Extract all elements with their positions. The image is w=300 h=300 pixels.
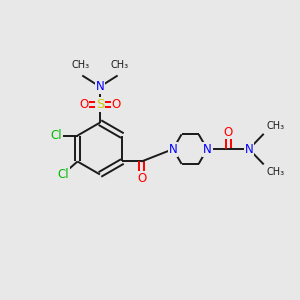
Text: N: N [169,142,177,156]
Text: N: N [244,142,253,156]
Text: O: O [79,98,88,111]
Text: O: O [137,172,146,185]
Text: CH₃: CH₃ [266,122,284,131]
Text: S: S [96,98,104,111]
Text: Cl: Cl [57,168,69,181]
Text: CH₃: CH₃ [266,167,284,177]
Text: Cl: Cl [50,129,62,142]
Text: N: N [203,142,212,156]
Text: N: N [96,80,104,93]
Text: CH₃: CH₃ [110,60,128,70]
Text: CH₃: CH₃ [72,60,90,70]
Text: O: O [224,125,233,139]
Text: O: O [112,98,121,111]
